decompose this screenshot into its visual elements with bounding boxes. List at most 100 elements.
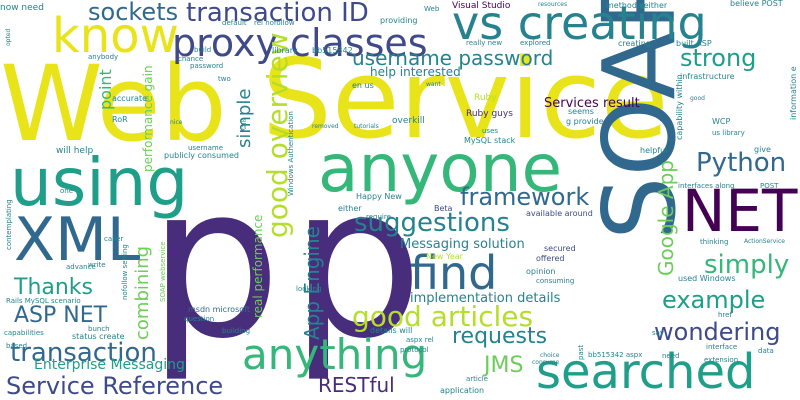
word: providing [380,16,418,25]
word: good articles [352,300,534,333]
word: nofollow setting [121,244,129,300]
word: p [290,140,424,385]
word: Rails [241,117,248,132]
word: offered [536,254,565,263]
word: seems [568,107,594,116]
word: default [222,19,247,27]
word: real performance [251,214,265,318]
word: data [758,347,774,355]
word: help interested [370,65,461,79]
word: consume [532,359,560,366]
word: either [338,204,362,213]
word: find [410,246,498,300]
word: believe POST [730,0,783,8]
word: Service Reference [6,372,224,400]
word: transaction ID [186,0,369,28]
word: consuming [536,277,575,285]
word: Messaging solution [400,237,525,252]
word: explored [520,39,551,47]
word: need [662,352,680,360]
word: contemplating [5,199,13,250]
word: combining [132,245,153,340]
word: POST [760,182,779,190]
word: requests [452,324,548,349]
word: give [754,145,771,154]
word: framework [460,183,590,211]
word: Enterprise Messaging [34,357,185,373]
word: thinking [700,238,729,246]
word: Rails MySQL scenario [6,297,81,305]
word: interfaces along [678,182,735,190]
word: transaction [10,338,157,368]
word: XML [14,205,141,275]
word: Ruby guys [466,109,513,119]
word: opted [5,28,12,46]
word: build [194,46,212,54]
word: point [96,69,115,110]
word: bb515342 aspx [588,351,643,359]
word: will help [56,146,94,156]
word: require [366,213,391,221]
word: methods either [606,1,668,10]
word: SOAP webservice [159,241,167,302]
word: now need [0,3,44,13]
word: RESTful [318,373,395,397]
word: status create [72,332,125,341]
word: overkill [392,116,425,126]
word: example [662,286,766,314]
word: anything [242,330,428,379]
word: ASP NET [14,303,108,328]
word: New Year [426,252,463,261]
word: really new [466,39,503,47]
word: JMS [484,353,524,378]
word: say [652,329,665,337]
word: looking [296,285,322,293]
word: proxy classes [172,21,428,65]
word: capability within [675,74,684,140]
word: Visual Studio [452,1,511,11]
word: using [10,144,189,221]
word: library [272,46,298,55]
word: used Windows [678,274,736,283]
word: username [188,144,223,152]
word: wondering [654,318,781,346]
word: vs creating [452,0,707,50]
word: performance gain [141,65,155,172]
word: nice [170,119,183,126]
word: searched [536,344,756,400]
word: sockets [88,0,179,26]
word: helpful [640,146,668,155]
word: uses [482,127,499,135]
word: strong [680,44,757,72]
word: anybody [88,53,119,61]
word: infrastructure [680,72,735,81]
word: bunch [88,325,110,333]
word: RoR [112,115,128,124]
word: built ASP [676,39,712,48]
word: resources [538,1,568,8]
word: details will [370,326,413,335]
word: information e [789,66,798,120]
word: MySQL stack [464,136,516,145]
word: write [88,261,106,269]
word: publicly consumed [164,151,239,160]
word: Web [424,5,440,13]
word: available around [526,209,593,218]
word: opinion [526,267,556,276]
word: removed [312,123,339,130]
word: Web [0,43,227,165]
word: Ruby [474,93,497,103]
word: application [440,386,485,395]
word: msdn microsoft [188,305,250,314]
word: tutorials [354,123,379,130]
word: good [690,95,705,102]
word: Windows Authentication [287,111,295,196]
word: g provide [566,117,604,126]
word: want [426,81,441,88]
word: suggestions [354,208,510,238]
word: two [218,75,231,83]
word: past [577,344,585,360]
word: based [6,342,28,350]
word: us library [712,129,745,137]
